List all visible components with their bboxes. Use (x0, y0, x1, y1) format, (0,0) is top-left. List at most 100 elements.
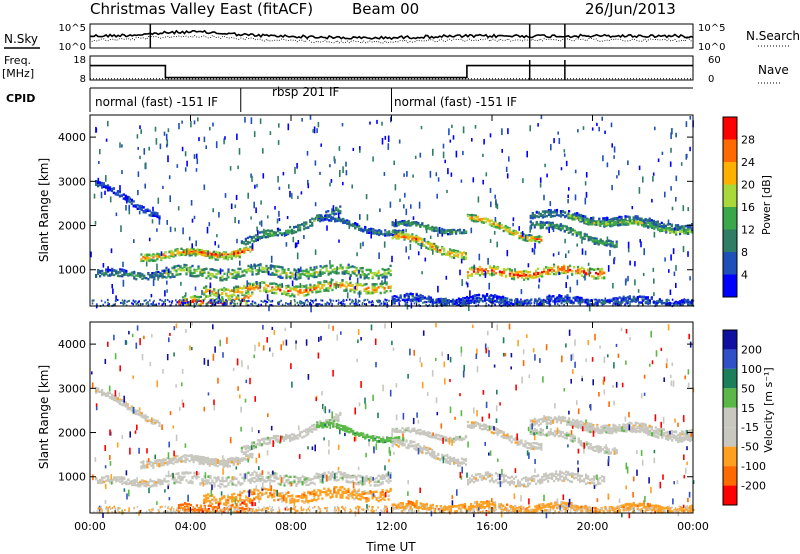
power-cell (526, 298, 529, 302)
power-cell (510, 277, 514, 280)
power-cell (397, 233, 400, 236)
power-cell (375, 290, 378, 293)
freq-panel-frame (89, 55, 694, 81)
power-cell (447, 250, 450, 254)
power-noise-cell (212, 208, 214, 213)
power-cell (589, 220, 592, 223)
power-ground-cell (107, 298, 109, 301)
power-cell (397, 237, 400, 240)
power-ground-cell (358, 304, 361, 306)
power-noise-cell (262, 148, 264, 154)
power-cell (175, 271, 178, 274)
power-noise-cell (459, 269, 461, 276)
power-cell (655, 223, 658, 227)
power-cell (253, 284, 256, 287)
power-noise-cell (253, 201, 255, 209)
power-cell (589, 236, 592, 239)
power-cell (460, 231, 464, 234)
power-noise-cell (100, 191, 103, 199)
power-cell (275, 265, 278, 268)
power-cell (474, 214, 477, 217)
power-cell (439, 301, 442, 305)
power-cell (209, 301, 212, 304)
power-cell (618, 303, 621, 306)
power-ground-cell (298, 301, 301, 304)
power-cell (616, 217, 619, 220)
power-cell (317, 285, 320, 288)
power-noise-cell (372, 156, 374, 162)
power-cell (181, 269, 184, 272)
power-cell (381, 267, 384, 271)
power-noise-cell (176, 164, 179, 168)
power-cell (591, 239, 594, 242)
freq-panel: 18 8 60 0 (73, 55, 720, 85)
power-noise-cell (631, 206, 634, 210)
power-cell (531, 217, 534, 220)
power-cell (459, 298, 462, 302)
power-noise-cell (627, 160, 629, 166)
power-cell (529, 215, 532, 218)
power-cell (97, 269, 100, 272)
power-ground-cell (171, 300, 174, 303)
power-ground-cell (687, 299, 690, 302)
power-ground-cell (529, 299, 532, 302)
power-noise-cell (653, 292, 655, 297)
nave-label: Nave (758, 63, 789, 77)
power-noise-cell (191, 243, 193, 249)
power-cell (533, 224, 536, 227)
power-ground-cell (320, 304, 322, 307)
power-cell (615, 240, 618, 243)
power-cell (550, 295, 553, 298)
power-cell (329, 272, 332, 275)
power-cell (439, 250, 442, 254)
power-cell (533, 214, 536, 217)
power-noise-cell (591, 127, 594, 131)
power-cell (549, 209, 552, 212)
power-ground-cell (525, 301, 527, 304)
power-noise-cell (387, 135, 390, 142)
power-cell (192, 252, 195, 255)
power-noise-cell (255, 207, 257, 214)
power-cell (553, 265, 556, 268)
power-cell (555, 213, 559, 217)
power-ground-cell (478, 300, 481, 303)
power-cell (606, 299, 609, 302)
power-cell (347, 263, 350, 267)
power-ground-cell (579, 303, 582, 305)
power-cell (605, 242, 608, 246)
power-cell (281, 276, 284, 279)
power-cell (359, 292, 362, 295)
power-cell (585, 220, 588, 224)
power-cell (158, 255, 161, 258)
power-cell (211, 273, 214, 276)
power-cell (675, 228, 678, 231)
power-ground-cell (587, 300, 589, 303)
power-cell (378, 233, 381, 237)
power-cell (337, 267, 340, 270)
power-cell (449, 248, 452, 251)
power-cell (257, 282, 260, 285)
power-noise-cell (613, 258, 615, 265)
power-noise-cell (675, 282, 677, 289)
power-cell (258, 237, 261, 240)
power-cell (492, 267, 496, 270)
power-cell (144, 209, 147, 213)
power-ground-cell (543, 303, 545, 306)
power-cell (226, 257, 229, 260)
power-cell (480, 272, 484, 276)
power-cell (478, 268, 482, 272)
power-cell (315, 271, 318, 274)
power-cell (566, 214, 569, 218)
power-ground-cell (547, 298, 550, 301)
power-cell (361, 270, 364, 273)
power-noise-cell (618, 170, 620, 176)
power-ground-cell (380, 302, 383, 305)
power-cell (539, 226, 542, 229)
power-ground-cell (598, 298, 600, 301)
power-ground-cell (490, 301, 492, 304)
power-cell (150, 254, 153, 257)
power-ground-cell (361, 303, 364, 306)
power-cell (411, 293, 414, 296)
power-cell (297, 276, 300, 279)
power-cell (592, 303, 595, 306)
